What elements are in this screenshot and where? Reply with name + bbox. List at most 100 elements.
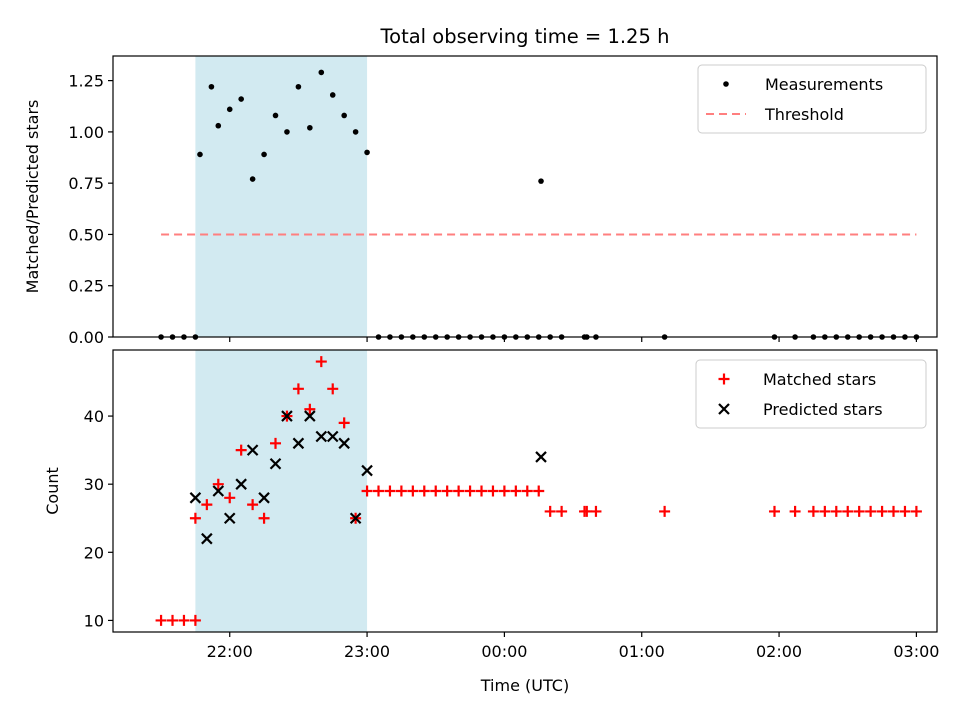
y-tick-label: 1.00 bbox=[68, 123, 104, 142]
data-point bbox=[830, 505, 842, 517]
x-tick-label: 23:00 bbox=[344, 642, 390, 661]
data-point bbox=[201, 499, 213, 511]
y-tick-label: 20 bbox=[84, 543, 104, 562]
data-point bbox=[373, 485, 385, 497]
ratio-panel: 0.00 0.25 0.50 0.75 1.00 1.25 Matched/Predicte… bbox=[23, 55, 938, 347]
data-point bbox=[498, 485, 510, 497]
data-point bbox=[197, 151, 203, 158]
data-point bbox=[269, 457, 282, 470]
data-point bbox=[842, 505, 854, 517]
data-point bbox=[284, 129, 290, 135]
y-tick-label: 30 bbox=[84, 475, 104, 494]
data-point bbox=[304, 403, 316, 415]
data-point bbox=[453, 485, 465, 497]
data-point bbox=[789, 505, 801, 517]
data-point bbox=[338, 437, 350, 450]
data-point bbox=[659, 505, 671, 517]
plot-frame bbox=[112, 349, 938, 633]
data-point bbox=[212, 478, 224, 490]
data-point bbox=[249, 176, 256, 182]
legend-label: Measurements bbox=[765, 75, 883, 94]
data-point bbox=[270, 437, 282, 449]
data-point bbox=[533, 485, 545, 497]
data-point bbox=[326, 430, 339, 443]
data-point bbox=[307, 124, 313, 131]
x-tick-label: 02:00 bbox=[756, 642, 802, 661]
data-point bbox=[292, 437, 305, 450]
data-point bbox=[535, 451, 547, 463]
data-point bbox=[544, 505, 556, 517]
data-point bbox=[315, 356, 327, 368]
data-point bbox=[352, 129, 359, 135]
data-point bbox=[430, 485, 442, 497]
x-tick-label: 00:00 bbox=[481, 642, 527, 661]
x-axis-label: Time (UTC) bbox=[480, 676, 569, 695]
data-point bbox=[235, 444, 247, 456]
data-point bbox=[876, 505, 888, 517]
legend-box bbox=[695, 359, 927, 429]
y-tick-label: 0.75 bbox=[68, 174, 104, 193]
x-tick-label: 22:00 bbox=[207, 642, 253, 661]
data-point bbox=[212, 485, 225, 497]
data-point bbox=[246, 444, 259, 456]
data-point bbox=[361, 485, 373, 497]
data-point bbox=[361, 464, 373, 477]
observing-span-shade bbox=[195, 56, 368, 337]
x-tick-label: 03:00 bbox=[893, 642, 939, 661]
data-point bbox=[853, 505, 865, 517]
data-point bbox=[281, 410, 293, 422]
y-tick-label: 10 bbox=[84, 611, 104, 630]
data-point bbox=[395, 485, 407, 497]
data-point bbox=[441, 485, 453, 497]
data-point bbox=[247, 499, 259, 511]
data-point bbox=[384, 485, 396, 497]
data-point bbox=[224, 492, 236, 504]
data-point bbox=[349, 512, 362, 525]
data-point bbox=[304, 410, 316, 422]
data-point bbox=[819, 505, 831, 517]
data-point bbox=[521, 485, 533, 497]
data-point bbox=[318, 69, 325, 76]
data-point bbox=[189, 512, 201, 524]
data-point bbox=[865, 505, 877, 517]
data-point bbox=[556, 505, 568, 517]
data-point bbox=[215, 122, 222, 129]
data-point bbox=[258, 512, 270, 524]
data-point bbox=[258, 492, 270, 504]
data-point bbox=[888, 505, 900, 517]
series-predicted-stars bbox=[189, 410, 547, 545]
data-point bbox=[807, 505, 819, 517]
series-matched-stars bbox=[155, 356, 922, 626]
data-point bbox=[235, 478, 247, 490]
legend-label: Predicted stars bbox=[763, 400, 883, 419]
legend-marker bbox=[718, 403, 730, 415]
data-point bbox=[464, 485, 476, 497]
plot-frame bbox=[112, 55, 938, 338]
legend-label: Threshold bbox=[764, 105, 844, 124]
data-point bbox=[167, 614, 179, 626]
chart-title: Total observing time = 1.25 h bbox=[380, 25, 670, 48]
legend-marker bbox=[718, 373, 730, 385]
data-point bbox=[899, 505, 911, 517]
data-point bbox=[327, 383, 339, 395]
legend-marker bbox=[723, 81, 729, 87]
data-point bbox=[201, 532, 213, 545]
data-point bbox=[329, 92, 336, 98]
data-point bbox=[487, 485, 499, 497]
data-point bbox=[189, 492, 202, 504]
legend-box bbox=[697, 64, 927, 134]
data-point bbox=[238, 96, 244, 102]
data-point bbox=[768, 505, 780, 517]
legend-label: Matched stars bbox=[763, 370, 876, 389]
data-point bbox=[910, 505, 922, 517]
y-tick-label: 0.00 bbox=[68, 328, 104, 347]
y-tick-label: 40 bbox=[84, 407, 104, 426]
data-point bbox=[272, 112, 279, 119]
data-point bbox=[208, 83, 215, 90]
data-point bbox=[261, 151, 267, 158]
data-point bbox=[538, 178, 544, 184]
data-point bbox=[476, 485, 488, 497]
data-point bbox=[223, 512, 236, 525]
y-tick-label: 0.25 bbox=[68, 277, 104, 296]
